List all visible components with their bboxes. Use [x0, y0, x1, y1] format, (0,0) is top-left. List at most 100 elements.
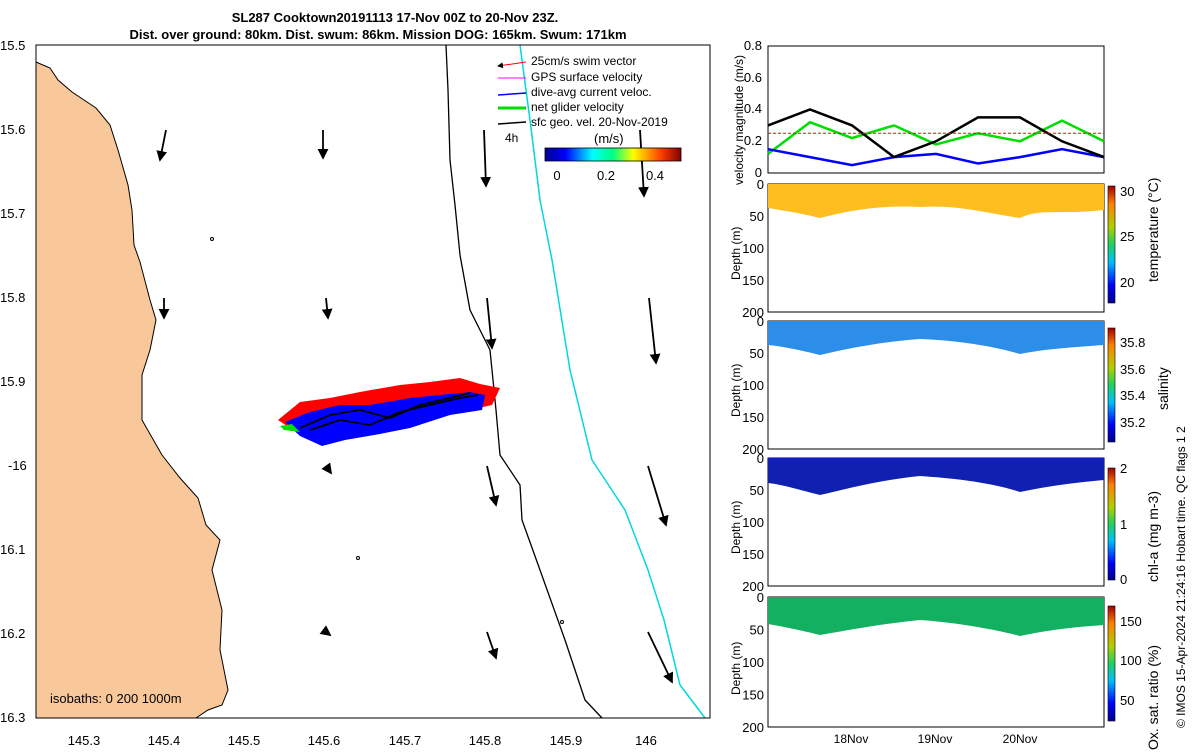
chla-field	[768, 458, 1104, 495]
isobath-1000	[519, 44, 706, 719]
y-tick: 15.8	[0, 290, 25, 305]
x-tick: 146	[635, 733, 657, 748]
isobaths-label: isobaths: 0 200 1000m	[50, 691, 182, 706]
coastline-land	[35, 45, 229, 719]
geo-arrow	[647, 631, 673, 684]
island	[210, 237, 214, 241]
geo-arrow	[486, 465, 500, 507]
geo-arrow	[156, 129, 168, 162]
depth-tick: 50	[750, 483, 764, 498]
salinity-panel: 35.8 35.6 35.4 35.2 salinity	[767, 320, 1171, 450]
temperature-panel: 30 25 20 temperature (°C)	[767, 178, 1161, 313]
chla-label: chl-a (mg m-3)	[1145, 491, 1161, 582]
depth-tick: 200	[742, 579, 764, 594]
depth-ylabel: Depth (m)	[729, 642, 743, 695]
isobath-200	[445, 44, 603, 719]
chla-panel: 2 1 0 chl-a (mg m-3)	[767, 457, 1161, 587]
geo-arrow	[486, 631, 499, 660]
depth-tick: 0	[757, 590, 764, 605]
y-tick: 16.2	[0, 626, 25, 641]
track-line	[299, 392, 479, 431]
legend-label: sfc geo. vel. 20-Nov-2019	[531, 115, 668, 129]
depth-ylabel: Depth (m)	[729, 227, 743, 280]
date-tick: 19Nov	[918, 732, 953, 746]
hours-label: 4h	[505, 131, 518, 145]
depth-tick: 150	[742, 547, 764, 562]
geo-arrow	[321, 297, 333, 320]
cbar-tick: 100	[1120, 653, 1142, 668]
colorbar-label: (m/s)	[594, 131, 624, 146]
map-x-ticks: 145.3 145.4 145.5 145.6 145.7 145.8 145.…	[68, 733, 657, 748]
net-velocity	[280, 424, 300, 432]
geo-velocity-arrows	[156, 129, 673, 684]
depth-tick: 100	[742, 515, 764, 530]
velocity-ylabel: velocity magnitude (m/s)	[732, 55, 746, 185]
x-tick: 145.3	[68, 733, 101, 748]
map-y-ticks: 15.5 15.6 15.7 15.8 15.9 -16 16.1 16.2 1…	[0, 38, 27, 725]
oxygen-colorbar	[1107, 605, 1116, 722]
y-tick: 15.7	[0, 206, 25, 221]
legend-geo-icon	[497, 121, 527, 125]
depth-tick: 150	[742, 410, 764, 425]
legend-label: net glider velocity	[531, 100, 624, 114]
y-tick: -16	[8, 458, 27, 473]
vel-y-tick: 0.6	[744, 70, 762, 85]
vel-y-tick: 0.8	[744, 38, 762, 53]
cbar-tick: 20	[1120, 275, 1134, 290]
geo-arrow	[319, 625, 332, 637]
cbar-tick: 35.6	[1120, 362, 1145, 377]
y-tick: 16.1	[0, 542, 25, 557]
geo-arrow	[321, 462, 333, 475]
geo-arrow	[647, 465, 669, 527]
velocity-series-line	[767, 119, 1105, 155]
depth-tick: 100	[742, 378, 764, 393]
vel-y-tick: 0	[755, 165, 762, 180]
cbar-tick: 0	[1120, 572, 1127, 587]
temperature-label: temperature (°C)	[1145, 178, 1161, 282]
depth-ylabel: Depth (m)	[729, 364, 743, 417]
legend-swim-icon	[497, 61, 527, 69]
cbar-tick: 35.8	[1120, 335, 1145, 350]
y-tick: 15.9	[0, 374, 25, 389]
depth-tick: 150	[742, 273, 764, 288]
colorbar-tick: 0.4	[646, 168, 664, 183]
x-tick: 145.7	[389, 733, 422, 748]
depth-tick: 200	[742, 720, 764, 735]
depth-tick: 50	[750, 623, 764, 638]
island	[356, 556, 360, 560]
depth-tick: 0	[757, 177, 764, 192]
velocity-lines	[767, 108, 1105, 167]
title-line2: Dist. over ground: 80km. Dist. swum: 86k…	[129, 27, 626, 42]
temperature-field	[768, 184, 1104, 218]
temperature-colorbar	[1107, 185, 1116, 304]
geo-arrow	[638, 129, 649, 198]
geo-arrow	[648, 297, 661, 365]
cbar-tick: 150	[1120, 614, 1142, 629]
x-tick: 145.6	[308, 733, 341, 748]
salinity-field	[768, 321, 1104, 355]
cbar-tick: 50	[1120, 693, 1134, 708]
legend-label: 25cm/s swim vector	[531, 54, 636, 68]
cbar-tick: 35.4	[1120, 388, 1145, 403]
salinity-label: salinity	[1155, 367, 1171, 410]
x-tick: 145.5	[228, 733, 261, 748]
glider-track	[278, 378, 500, 446]
x-tick: 145.4	[148, 733, 181, 748]
depth-tick: 100	[742, 655, 764, 670]
title-line1: SL287 Cooktown20191113 17-Nov 00Z to 20-…	[232, 10, 559, 25]
cbar-tick: 25	[1120, 229, 1134, 244]
vel-y-tick: 0.4	[744, 101, 762, 116]
colorbar-tick: 0.2	[597, 168, 615, 183]
island	[560, 620, 564, 624]
legend-current-icon	[497, 92, 527, 96]
x-tick: 145.9	[550, 733, 583, 748]
depth-tick: 0	[757, 451, 764, 466]
oxygen-panel: 150 100 50 Ox. sat. ratio (%)	[767, 596, 1161, 750]
depth-tick: 200	[742, 305, 764, 320]
map-panel: 25cm/s swim vector GPS surface velocity …	[0, 38, 711, 748]
depth-tick: 200	[742, 442, 764, 457]
date-tick: 18Nov	[834, 732, 869, 746]
depth-ylabel: Depth (m)	[729, 501, 743, 554]
cbar-tick: 35.2	[1120, 415, 1145, 430]
